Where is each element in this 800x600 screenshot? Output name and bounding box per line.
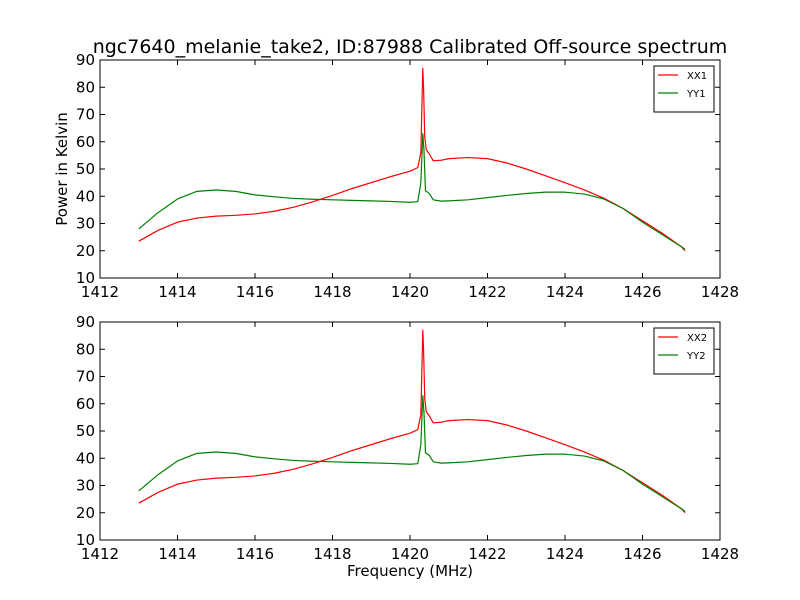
- x-tick-label: 1424: [546, 545, 584, 563]
- x-tick-label: 1426: [623, 283, 661, 301]
- x-tick-label: 1418: [313, 283, 351, 301]
- x-tick-label: 1428: [701, 545, 739, 563]
- legend-label: XX1: [687, 71, 707, 82]
- legend-box: [653, 65, 715, 113]
- series-line-XX2: [138, 329, 686, 514]
- bottom-panel: 1412 1414 1416 1418 1420 1422 1424 1426 1428 10 20…: [76, 313, 739, 563]
- y-tick-label: 90: [76, 313, 95, 331]
- y-tick-label: 50: [76, 160, 95, 178]
- y-tick-label: 70: [76, 106, 95, 124]
- y-tick-label: 80: [76, 78, 95, 96]
- series-line-YY2: [138, 394, 686, 512]
- y-tick-label: 70: [76, 368, 95, 386]
- x-tick-label: 1422: [468, 545, 506, 563]
- y-tick-label: 50: [76, 422, 95, 440]
- chart-title: ngc7640_melanie_take2, ID:87988 Calibrat…: [93, 36, 728, 58]
- legend-label: YY2: [686, 351, 706, 362]
- x-tick-label: 1412: [81, 545, 119, 563]
- top-panel: 1412 1414 1416 1418 1420 1422 1424 1426 1428 10 20…: [76, 51, 739, 301]
- y-tick-label: 80: [76, 340, 95, 358]
- x-tick-label: 1426: [623, 545, 661, 563]
- x-tick-label: 1422: [468, 283, 506, 301]
- y-tick-label: 20: [76, 504, 95, 522]
- y-tick-label: 90: [76, 51, 95, 69]
- y-tick-label: 40: [76, 449, 95, 467]
- x-tick-label: 1414: [158, 545, 196, 563]
- x-tick-label: 1420: [391, 545, 429, 563]
- x-axis-label: Frequency (MHz): [347, 562, 473, 580]
- x-tick-label: 1418: [313, 545, 351, 563]
- x-tick-label: 1416: [236, 545, 274, 563]
- x-tick-label: 1416: [236, 283, 274, 301]
- y-tick-label: 30: [76, 477, 95, 495]
- y-tick-label: 40: [76, 187, 95, 205]
- x-tick-label: 1428: [701, 283, 739, 301]
- legend-label: XX2: [687, 333, 707, 344]
- series-line-XX1: [138, 67, 686, 252]
- x-tick-label: 1412: [81, 283, 119, 301]
- legend-label: YY1: [686, 89, 706, 100]
- y-tick-label: 60: [76, 395, 95, 413]
- y-axis-label: Power in Kelvin: [53, 112, 71, 226]
- y-tick-label: 60: [76, 133, 95, 151]
- x-tick-label: 1414: [158, 283, 196, 301]
- legend-box: [653, 327, 715, 375]
- x-tick-label: 1420: [391, 283, 429, 301]
- x-tick-label: 1424: [546, 283, 584, 301]
- y-tick-label: 10: [76, 531, 95, 549]
- series-line-YY1: [138, 132, 686, 250]
- y-tick-label: 30: [76, 215, 95, 233]
- y-tick-label: 20: [76, 242, 95, 260]
- y-tick-label: 10: [76, 269, 95, 287]
